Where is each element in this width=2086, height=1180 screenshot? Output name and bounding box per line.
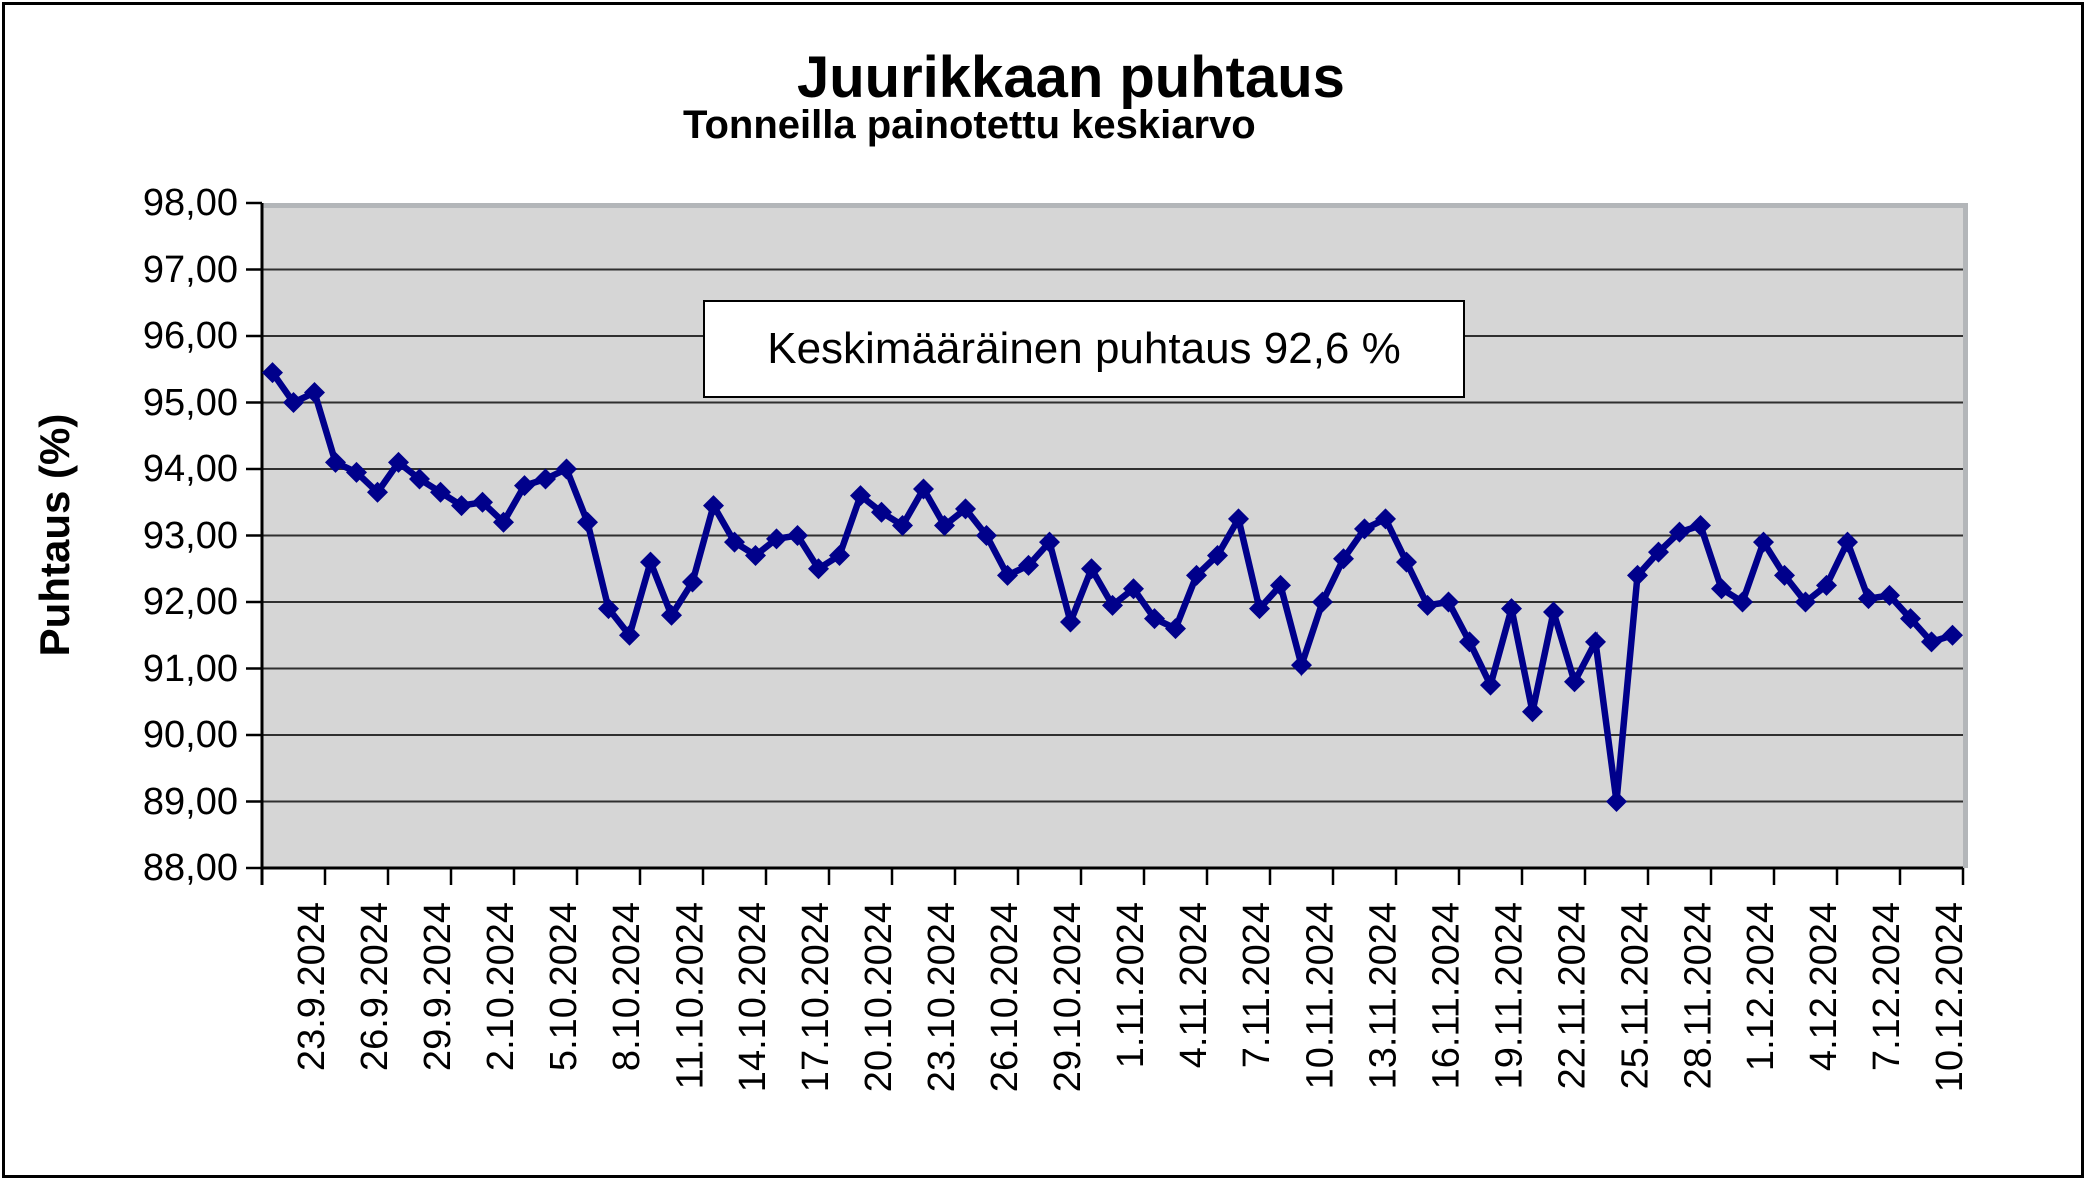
y-tick-label: 98,00 [142,182,238,224]
x-tick-label: 23.9.2024 [291,902,334,1072]
x-tick-label: 4.11.2024 [1173,902,1216,1069]
x-tick-label: 8.10.2024 [606,902,649,1072]
chart-subtitle: Tonneilla painotettu keskiarvo [683,103,1256,147]
y-tick-label: 92,00 [142,581,238,623]
x-tick-label: 10.11.2024 [1299,902,1342,1090]
chart-title: Juurikkaan puhtaus [797,45,1345,110]
x-tick-label: 23.10.2024 [921,902,964,1093]
y-axis-title: Puhtaus (%) [31,413,78,657]
y-tick-label: 96,00 [142,315,238,357]
y-tick-label: 89,00 [142,780,238,823]
x-tick-label: 7.11.2024 [1236,902,1279,1069]
x-tick-label: 1.12.2024 [1740,902,1783,1072]
x-tick-label: 29.9.2024 [417,902,460,1072]
x-tick-label: 28.11.2024 [1677,902,1720,1090]
x-tick-label: 2.10.2024 [480,902,523,1072]
y-tick-label: 90,00 [142,714,238,756]
y-tick-label: 93,00 [142,514,238,557]
x-tick-label: 13.11.2024 [1362,902,1405,1090]
x-tick-label: 16.11.2024 [1425,902,1468,1090]
x-tick-label: 25.11.2024 [1614,902,1657,1090]
x-tick-label: 14.10.2024 [732,902,775,1093]
x-tick-label: 10.12.2024 [1929,902,1972,1093]
x-tick-label: 11.10.2024 [669,902,712,1090]
x-tick-label: 22.11.2024 [1551,902,1594,1090]
x-tick-label: 7.12.2024 [1866,902,1909,1072]
y-tick-label: 88,00 [142,847,238,889]
x-tick-label: 5.10.2024 [543,902,586,1072]
x-tick-label: 4.12.2024 [1803,902,1846,1072]
y-tick-label: 91,00 [142,647,238,690]
y-tick-label: 94,00 [142,448,238,490]
annotation-box: Keskimääräinen puhtaus 92,6 % [703,300,1465,398]
x-tick-label: 1.11.2024 [1110,902,1153,1069]
x-tick-label: 26.9.2024 [354,902,397,1072]
x-tick-label: 26.10.2024 [984,902,1027,1093]
y-tick-label: 97,00 [142,248,238,291]
x-tick-label: 29.10.2024 [1047,902,1090,1093]
x-tick-label: 19.11.2024 [1488,902,1531,1090]
x-tick-label: 20.10.2024 [858,902,901,1093]
annotation-text: Keskimääräinen puhtaus 92,6 % [767,324,1401,373]
y-tick-label: 95,00 [142,381,238,424]
x-tick-label: 17.10.2024 [795,902,838,1093]
